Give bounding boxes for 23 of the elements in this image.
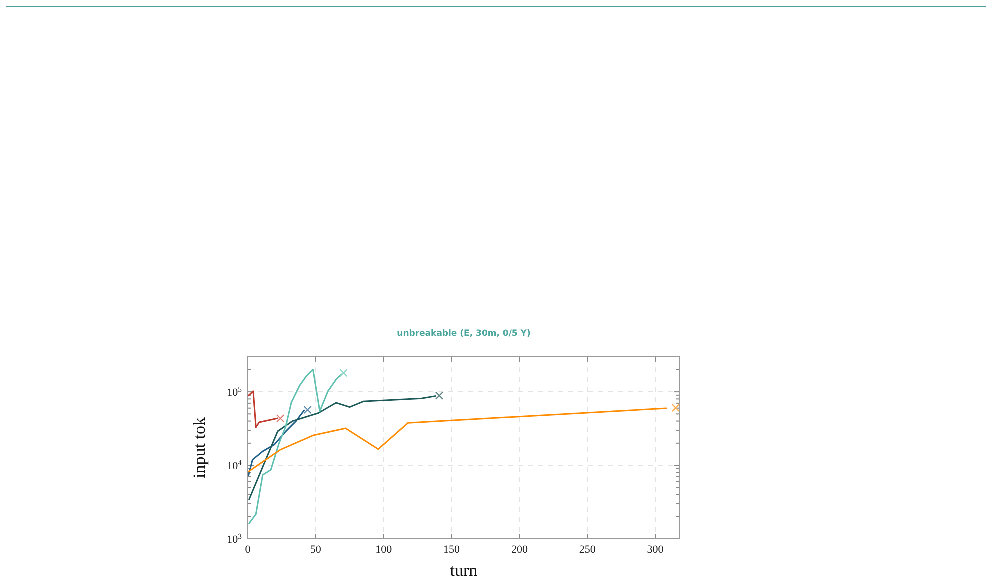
x-axis-title: turn [450,561,478,580]
x-tick-label: 300 [647,544,664,556]
y-tick-label: 10$^{4}$ [227,458,242,473]
line-series [248,368,342,524]
line-series [248,390,279,428]
x-tick-label: 200 [511,544,528,556]
x-tick-label: 250 [579,544,596,556]
x-tick-label: 0 [245,544,252,556]
point [435,392,444,400]
chart-title: unbreakable (E, 30m, 0/5 Y) [397,329,531,339]
line-series [248,396,436,500]
point [304,406,312,414]
line-series [248,408,668,473]
point [276,414,285,423]
point [672,404,680,412]
y-tick-label: 10$^{5}$ [227,384,242,400]
y-axis-title: input tok [190,417,209,478]
x-tick-label: 100 [376,544,393,556]
x-tick-label: 50 [310,544,322,556]
y-tick-label: 10$^{3}$ [227,532,242,546]
line-series [248,410,306,476]
x-tick-label: 150 [444,544,461,556]
point [340,369,348,378]
